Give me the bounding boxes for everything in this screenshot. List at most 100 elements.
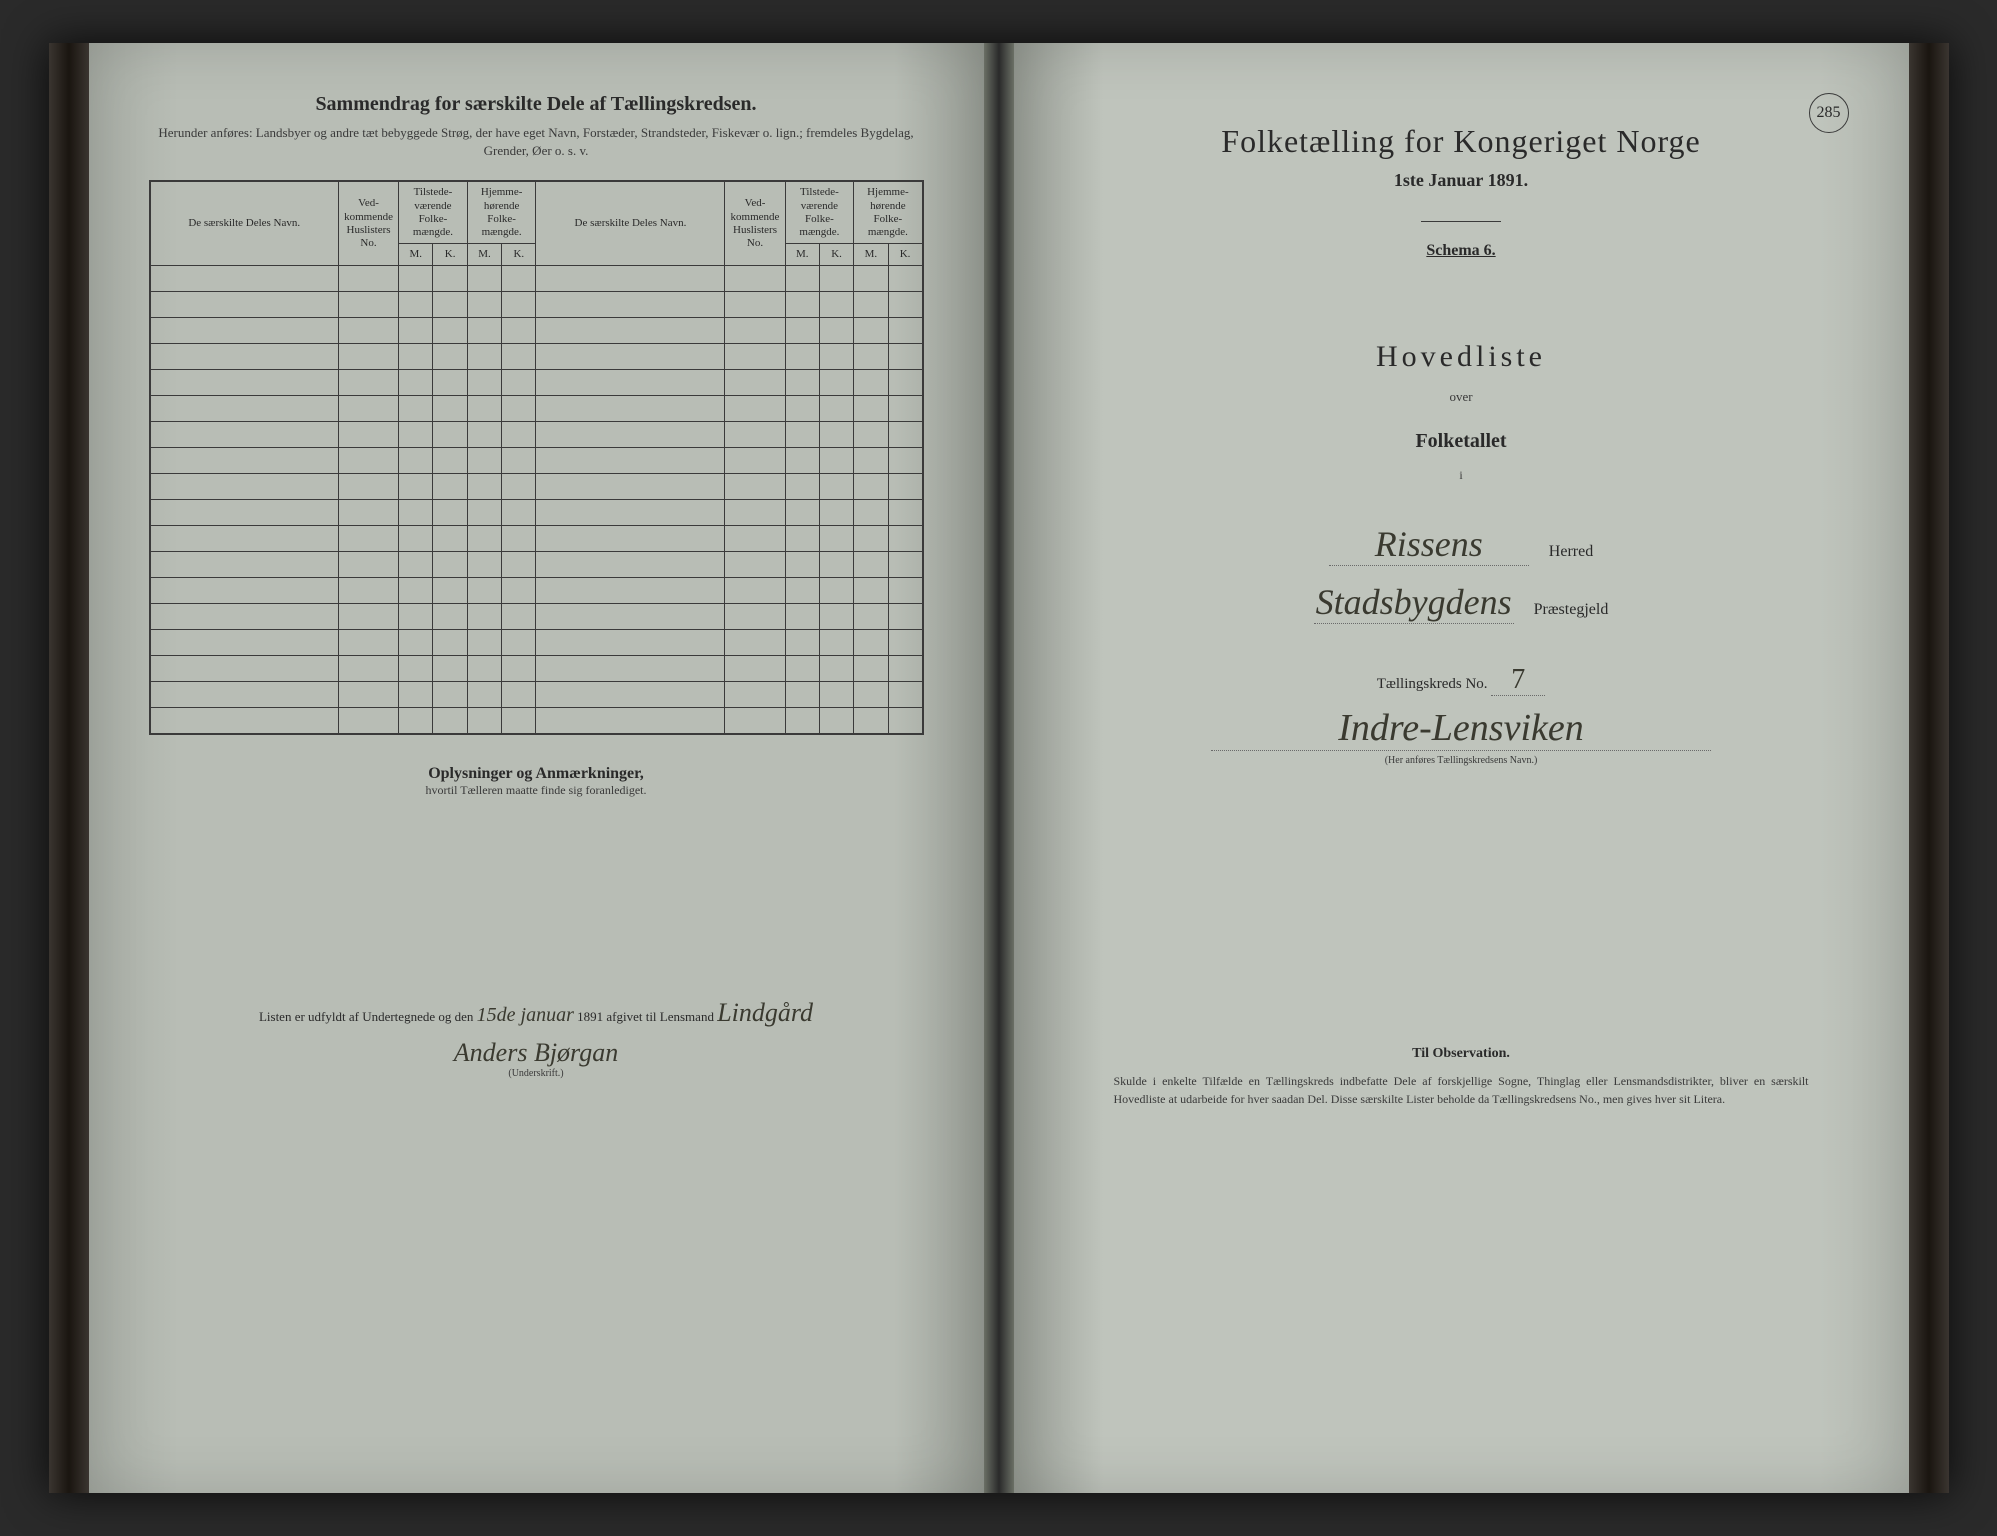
table-cell <box>467 630 501 656</box>
table-cell <box>399 422 433 448</box>
table-cell <box>785 292 819 318</box>
table-cell <box>725 370 785 396</box>
table-cell <box>338 422 398 448</box>
table-cell <box>819 448 853 474</box>
table-cell <box>725 474 785 500</box>
table-cell <box>819 266 853 292</box>
table-cell <box>150 500 339 526</box>
table-cell <box>819 656 853 682</box>
table-cell <box>785 422 819 448</box>
th-m: M. <box>399 244 433 266</box>
kreds-label: Tællingskreds No. <box>1377 676 1488 692</box>
table-cell <box>888 370 922 396</box>
table-cell <box>467 682 501 708</box>
book-spread: Sammendrag for særskilte Dele af Tælling… <box>49 43 1949 1493</box>
table-cell <box>888 500 922 526</box>
table-cell <box>785 500 819 526</box>
table-cell <box>725 344 785 370</box>
table-cell <box>433 266 467 292</box>
table-cell <box>725 526 785 552</box>
table-cell <box>467 448 501 474</box>
table-cell <box>150 370 339 396</box>
table-cell <box>854 500 888 526</box>
table-cell <box>338 292 398 318</box>
table-cell <box>854 630 888 656</box>
table-cell <box>502 630 536 656</box>
table-cell <box>433 656 467 682</box>
table-cell <box>433 370 467 396</box>
table-cell <box>819 344 853 370</box>
table-cell <box>785 604 819 630</box>
table-cell <box>399 656 433 682</box>
table-cell <box>150 448 339 474</box>
table-cell <box>433 604 467 630</box>
table-cell <box>888 552 922 578</box>
table-cell <box>536 448 725 474</box>
table-cell <box>467 474 501 500</box>
table-cell <box>502 682 536 708</box>
table-cell <box>467 370 501 396</box>
table-cell <box>467 708 501 734</box>
table-cell <box>399 370 433 396</box>
table-cell <box>150 656 339 682</box>
table-cell <box>854 318 888 344</box>
table-row <box>150 526 923 552</box>
table-cell <box>399 266 433 292</box>
table-cell <box>854 448 888 474</box>
table-cell <box>536 682 725 708</box>
table-row <box>150 630 923 656</box>
table-cell <box>502 370 536 396</box>
table-cell <box>536 292 725 318</box>
table-cell <box>888 422 922 448</box>
table-cell <box>536 578 725 604</box>
table-cell <box>854 344 888 370</box>
table-cell <box>785 370 819 396</box>
table-row <box>150 370 923 396</box>
table-cell <box>399 448 433 474</box>
table-cell <box>725 708 785 734</box>
table-cell <box>502 318 536 344</box>
table-row <box>150 344 923 370</box>
table-cell <box>433 318 467 344</box>
table-cell <box>433 344 467 370</box>
table-cell <box>150 344 339 370</box>
table-cell <box>150 630 339 656</box>
table-cell <box>467 422 501 448</box>
table-row <box>150 656 923 682</box>
table-cell <box>467 552 501 578</box>
th-k: K. <box>819 244 853 266</box>
remarks-title: Oplysninger og Anmærkninger, <box>149 765 924 783</box>
spine-left <box>49 43 89 1493</box>
right-page: 285 Folketælling for Kongeriget Norge 1s… <box>1014 43 1909 1493</box>
table-cell <box>819 318 853 344</box>
table-cell <box>338 318 398 344</box>
table-cell <box>785 396 819 422</box>
table-cell <box>819 396 853 422</box>
table-cell <box>888 604 922 630</box>
table-body <box>150 266 923 734</box>
signature-line: Listen er udfyldt af Undertegnede og den… <box>149 998 924 1028</box>
table-cell <box>433 474 467 500</box>
table-cell <box>785 474 819 500</box>
table-cell <box>150 526 339 552</box>
table-cell <box>725 656 785 682</box>
table-cell <box>725 630 785 656</box>
table-cell <box>502 396 536 422</box>
right-content: Folketælling for Kongeriget Norge 1ste J… <box>1074 93 1849 1108</box>
table-cell <box>785 318 819 344</box>
table-cell <box>502 266 536 292</box>
th-resident-2: Hjemme-hørende Folke-mængde. <box>854 181 923 243</box>
table-cell <box>536 344 725 370</box>
table-cell <box>399 604 433 630</box>
table-cell <box>502 292 536 318</box>
folketallet-label: Folketallet <box>1074 430 1849 453</box>
table-cell <box>467 526 501 552</box>
table-cell <box>467 292 501 318</box>
table-cell <box>399 292 433 318</box>
table-cell <box>785 708 819 734</box>
prestegjeld-line: Stadsbygdens Præstegjeld <box>1074 581 1849 624</box>
table-cell <box>785 266 819 292</box>
table-cell <box>502 474 536 500</box>
table-row <box>150 500 923 526</box>
sig-lensmand: Lindgård <box>717 998 813 1027</box>
